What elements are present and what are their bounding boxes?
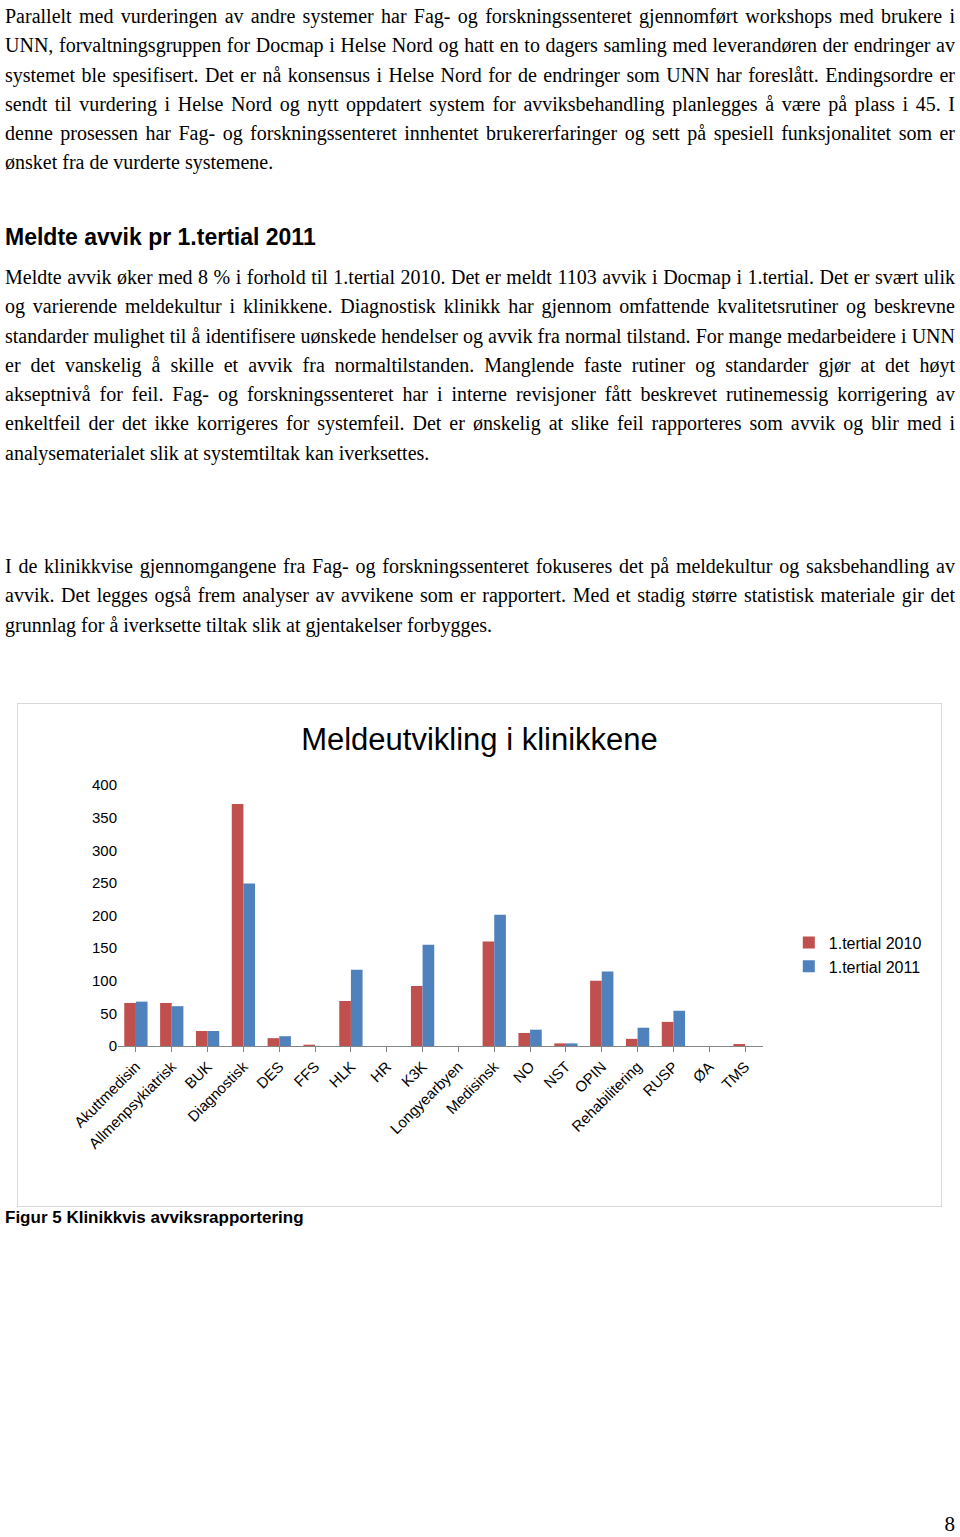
svg-text:Meldeutvikling i klinikkene: Meldeutvikling i klinikkene (301, 722, 658, 757)
svg-text:250: 250 (92, 874, 117, 891)
svg-text:HR: HR (367, 1058, 394, 1085)
svg-text:Rehabilitering: Rehabilitering (568, 1058, 645, 1135)
svg-text:Akuttmedisin: Akuttmedisin (71, 1058, 144, 1131)
svg-text:100: 100 (92, 972, 117, 989)
svg-text:TMS: TMS (718, 1058, 752, 1092)
svg-text:BUK: BUK (181, 1058, 215, 1092)
svg-text:0: 0 (109, 1037, 117, 1054)
html-text:Figur 5 Klinikkvis avviksrappo: Figur 5 Klinikkvis avviksrapportering (5, 1208, 304, 1227)
html-text:I de klinikkvise gjennomgangen: I de klinikkvise gjennomgangene fra Fag-… (5, 555, 955, 636)
svg-text:300: 300 (92, 842, 117, 859)
svg-text:150: 150 (92, 939, 117, 956)
svg-text:400: 400 (92, 776, 117, 793)
svg-text:200: 200 (92, 907, 117, 924)
svg-text:Allmenpsykiatrisk: Allmenpsykiatrisk (85, 1058, 179, 1152)
svg-text:1.tertial 2011: 1.tertial 2011 (829, 959, 920, 976)
svg-text:HLK: HLK (326, 1058, 359, 1091)
svg-text:RUSP: RUSP (639, 1058, 680, 1099)
svg-text:NO: NO (510, 1058, 538, 1086)
svg-text:Longyearbyen: Longyearbyen (387, 1058, 466, 1137)
svg-text:DES: DES (253, 1058, 287, 1092)
svg-text:Diagnostisk: Diagnostisk (184, 1058, 251, 1125)
html-text:8: 8 (944, 1512, 955, 1536)
svg-text:350: 350 (92, 809, 117, 826)
svg-text:OPIN: OPIN (571, 1058, 609, 1096)
svg-text:NST: NST (540, 1058, 573, 1091)
html-text:Meldte avvik pr 1.tertial 2011: Meldte avvik pr 1.tertial 2011 (5, 224, 316, 250)
svg-text:K3K: K3K (398, 1058, 430, 1090)
html-text:Parallelt med vurderingen av a: Parallelt med vurderingen av andre syste… (5, 5, 955, 174)
svg-text:FFS: FFS (290, 1058, 322, 1090)
svg-text:ØA: ØA (689, 1058, 716, 1085)
svg-text:Medisinsk: Medisinsk (442, 1058, 502, 1118)
svg-text:1.tertial 2010: 1.tertial 2010 (829, 935, 922, 952)
svg-text:50: 50 (100, 1005, 117, 1022)
html-text:Meldte avvik øker med 8 % i fo: Meldte avvik øker med 8 % i forhold til … (5, 266, 955, 464)
